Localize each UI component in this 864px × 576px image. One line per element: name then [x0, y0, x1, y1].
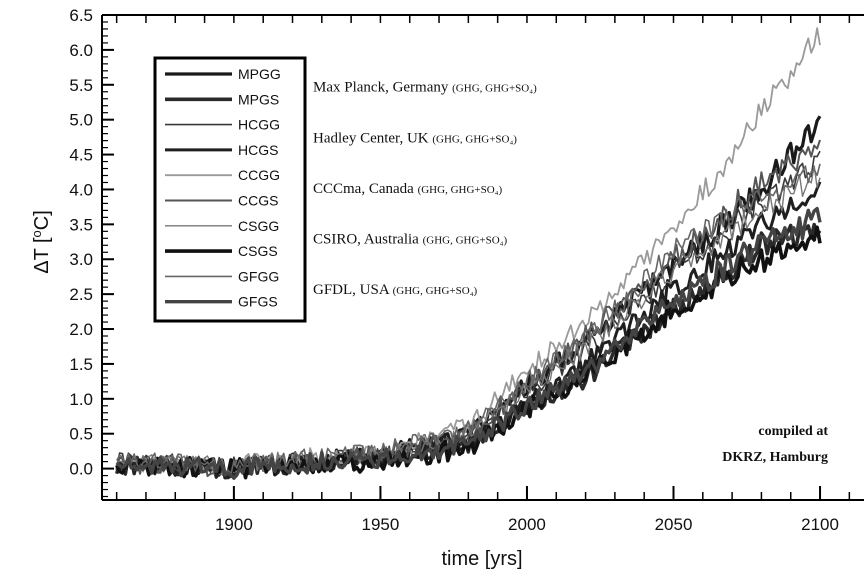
legend-institution-note: (GHG, GHG+SO₄) — [393, 285, 478, 297]
legend-code-hcgs: HCGS — [238, 142, 278, 158]
annotation-line-1: compiled at — [758, 424, 828, 439]
y-tick-label: 4.0 — [69, 180, 93, 199]
y-tick-label: 6.5 — [69, 6, 93, 25]
y-tick-label: 0.5 — [69, 425, 93, 444]
series-line-csgs — [115, 225, 822, 480]
y-tick-label: 6.0 — [69, 41, 93, 60]
y-tick-label: 4.5 — [69, 146, 93, 165]
y-axis-label-main: ΔT [ — [31, 237, 53, 274]
legend-institution-1: Max Planck, Germany (GHG, GHG+SO₄) — [313, 80, 537, 96]
axes-layer: 1900 1950 2000 2050 2100 0.0 0.5 1.0 1.5 2.0 2.5 3.… — [69, 6, 864, 534]
legend-institution-note: (GHG, GHG+SO₄) — [432, 133, 517, 145]
series-line-gfgs — [115, 206, 822, 480]
x-tick-label: 2000 — [508, 515, 546, 534]
legend-institution-note: (GHG, GHG+SO₄) — [452, 83, 537, 95]
legend-institution-note: (GHG, GHG+SO₄) — [418, 184, 503, 196]
y-tick-label: 1.0 — [69, 390, 93, 409]
series-line-gfgg — [116, 163, 821, 475]
x-tick-label: 1900 — [215, 515, 253, 534]
series-layer — [115, 27, 822, 480]
series-line-csgg — [116, 165, 821, 475]
legend-code-mpgs: MPGS — [238, 91, 279, 107]
x-tick-label: 1950 — [362, 515, 400, 534]
x-tick-label: 2050 — [655, 515, 693, 534]
legend-institution-note: (GHG, GHG+SO₄) — [423, 234, 508, 246]
legend-code-ccgs: CCGS — [238, 193, 278, 209]
legend-institution-name: Max Planck, Germany — [313, 80, 452, 96]
legend-institution-name: CCCma, Canada — [313, 181, 418, 197]
y-tick-label: 1.5 — [69, 355, 93, 374]
y-axis-label-end: C] — [31, 210, 53, 230]
legend-code-mpgg: MPGG — [238, 66, 281, 82]
y-tick-label: 3.0 — [69, 250, 93, 269]
legend-code-csgg: CSGG — [238, 218, 279, 234]
legend-code-hcgg: HCGG — [238, 117, 280, 133]
y-tick-label: 5.5 — [69, 76, 93, 95]
legend-institution-name: Hadley Center, UK — [313, 130, 432, 146]
x-axis-label: time [yrs] — [441, 548, 522, 570]
legend-code-gfgs: GFGS — [238, 294, 278, 310]
y-axis-label-sup: o — [29, 230, 44, 237]
y-tick-label: 5.0 — [69, 111, 93, 130]
legend-institution-name: CSIRO, Australia — [313, 231, 423, 247]
legend-code-csgs: CSGS — [238, 243, 278, 259]
x-tick-label: 2100 — [801, 515, 839, 534]
y-tick-label: 2.0 — [69, 320, 93, 339]
legend-institution-4: CSIRO, Australia (GHG, GHG+SO₄) — [313, 231, 508, 247]
legend-institution-name: GFDL, USA — [313, 282, 393, 298]
legend-institution-5: GFDL, USA (GHG, GHG+SO₄) — [313, 282, 478, 298]
legend-institution-2: Hadley Center, UK (GHG, GHG+SO₄) — [313, 130, 517, 146]
y-tick-label: 3.5 — [69, 215, 93, 234]
legend-institution-3: CCCma, Canada (GHG, GHG+SO₄) — [313, 181, 503, 197]
legend: MPGG MPGS HCGG HCGS CCGG CCGS CSGG CSGS GFGG GFGS… — [153, 56, 537, 323]
y-tick-label: 2.5 — [69, 285, 93, 304]
legend-code-ccgg: CCGG — [238, 167, 280, 183]
legend-box — [153, 56, 307, 323]
annotation-line-2: DKRZ, Hamburg — [722, 450, 828, 465]
y-tick-label: 0.0 — [69, 460, 93, 479]
y-axis-label: ΔT [oC] — [29, 210, 53, 274]
legend-code-gfgg: GFGG — [238, 268, 279, 284]
